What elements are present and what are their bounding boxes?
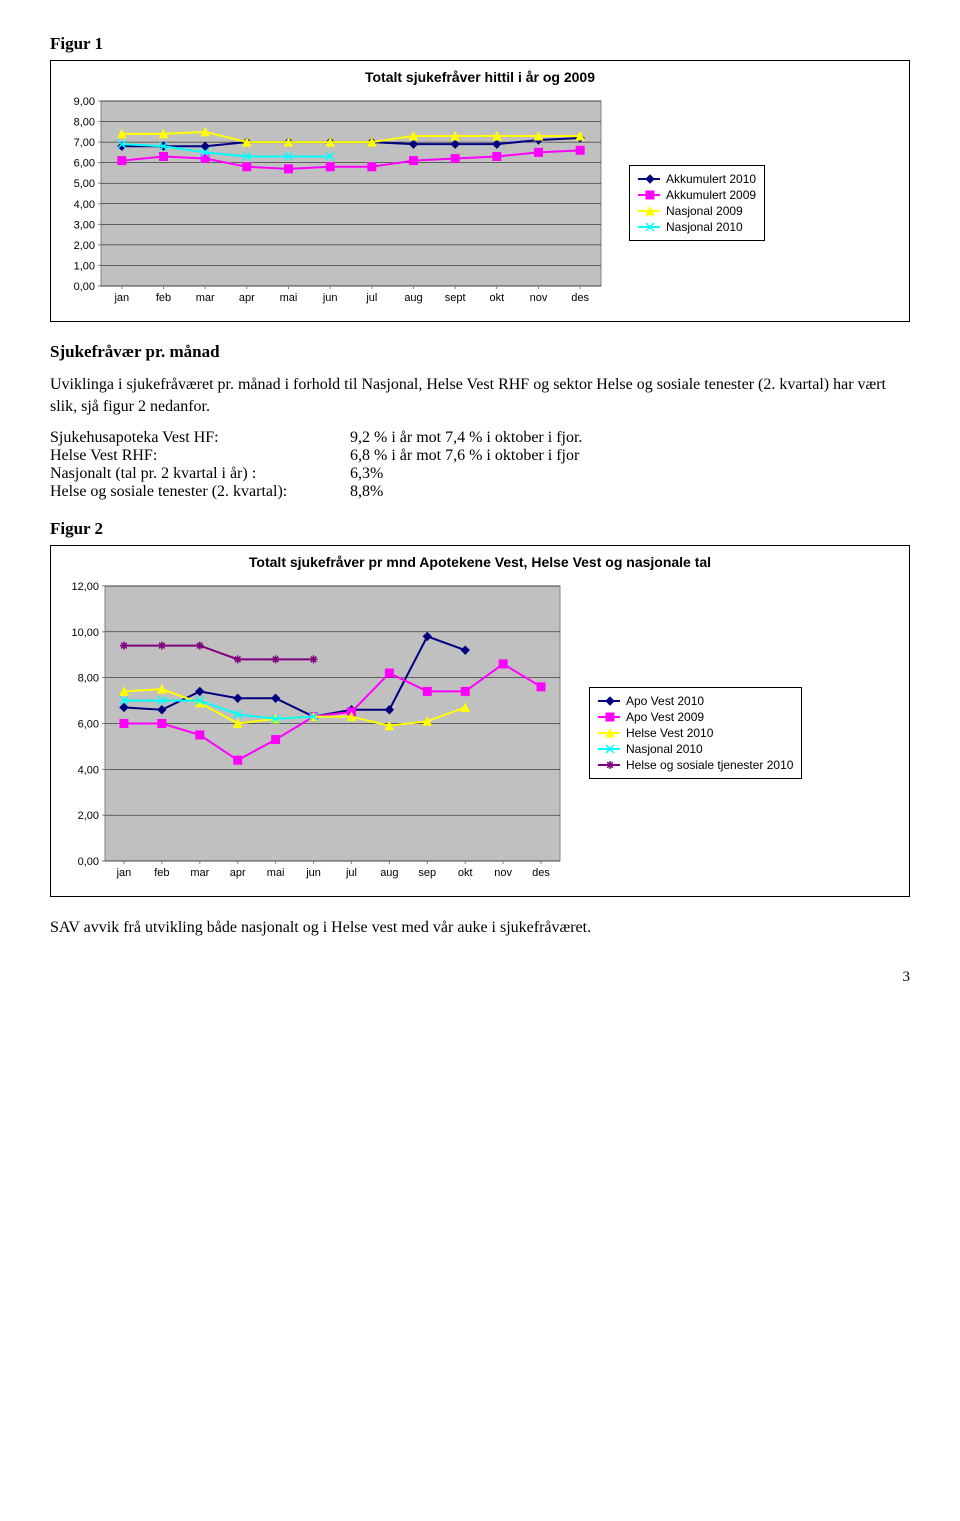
svg-text:feb: feb bbox=[154, 867, 169, 879]
legend-item: Nasjonal 2010 bbox=[638, 220, 756, 234]
stats-key: Helse og sosiale tenester (2. kvartal): bbox=[50, 483, 350, 501]
svg-text:4,00: 4,00 bbox=[74, 199, 95, 211]
legend-label: Apo Vest 2010 bbox=[626, 694, 704, 708]
svg-text:nov: nov bbox=[494, 867, 512, 879]
stats-value: 6,8 % i år mot 7,6 % i oktober i fjor bbox=[350, 447, 579, 465]
svg-text:sep: sep bbox=[418, 867, 436, 879]
svg-text:10,00: 10,00 bbox=[71, 627, 99, 639]
svg-text:mar: mar bbox=[196, 292, 215, 304]
svg-text:apr: apr bbox=[230, 867, 246, 879]
stats-row: Nasjonalt (tal pr. 2 kvartal i år) :6,3% bbox=[50, 465, 910, 483]
svg-text:mai: mai bbox=[267, 867, 285, 879]
svg-text:12,00: 12,00 bbox=[71, 581, 99, 593]
svg-text:okt: okt bbox=[458, 867, 473, 879]
footer-para: SAV avvik frå utvikling både nasjonalt o… bbox=[50, 917, 910, 939]
figure2-legend: Apo Vest 2010 Apo Vest 2009 Helse Vest 201… bbox=[589, 687, 802, 779]
svg-text:nov: nov bbox=[530, 292, 548, 304]
svg-text:3,00: 3,00 bbox=[74, 219, 95, 231]
stats-value: 8,8% bbox=[350, 483, 383, 501]
svg-text:7,00: 7,00 bbox=[74, 137, 95, 149]
svg-text:des: des bbox=[571, 292, 589, 304]
stats-key: Helse Vest RHF: bbox=[50, 447, 350, 465]
svg-text:8,00: 8,00 bbox=[78, 673, 99, 685]
legend-label: Helse Vest 2010 bbox=[626, 726, 713, 740]
svg-text:mar: mar bbox=[190, 867, 209, 879]
legend-label: Apo Vest 2009 bbox=[626, 710, 704, 724]
svg-text:9,00: 9,00 bbox=[74, 96, 95, 108]
svg-text:0,00: 0,00 bbox=[74, 281, 95, 293]
stats-row: Sjukehusapoteka Vest HF:9,2 % i år mot 7… bbox=[50, 429, 910, 447]
svg-text:sept: sept bbox=[445, 292, 466, 304]
svg-text:aug: aug bbox=[380, 867, 398, 879]
svg-text:0,00: 0,00 bbox=[78, 856, 99, 868]
page-number: 3 bbox=[50, 969, 910, 986]
legend-item: Akkumulert 2010 bbox=[638, 172, 756, 186]
legend-label: Nasjonal 2009 bbox=[666, 204, 743, 218]
figure2-chart: 0,00 2,00 4,00 6,00 8,00 10,00 12,00 jan feb mar a… bbox=[59, 578, 579, 888]
legend-item: Helse Vest 2010 bbox=[598, 726, 793, 740]
svg-text:jun: jun bbox=[322, 292, 338, 304]
stats-row: Helse Vest RHF:6,8 % i år mot 7,6 % i ok… bbox=[50, 447, 910, 465]
svg-text:jan: jan bbox=[116, 867, 132, 879]
legend-label: Helse og sosiale tjenester 2010 bbox=[626, 758, 793, 772]
stats-table: Sjukehusapoteka Vest HF:9,2 % i år mot 7… bbox=[50, 429, 910, 501]
figure1-chart: 0,00 1,00 2,00 3,00 4,00 5,00 6,00 7,00 8,00 9,00… bbox=[59, 93, 619, 313]
svg-text:2,00: 2,00 bbox=[78, 810, 99, 822]
svg-text:jul: jul bbox=[365, 292, 377, 304]
svg-text:jun: jun bbox=[305, 867, 321, 879]
stats-key: Sjukehusapoteka Vest HF: bbox=[50, 429, 350, 447]
stats-value: 9,2 % i år mot 7,4 % i oktober i fjor. bbox=[350, 429, 582, 447]
stats-key: Nasjonalt (tal pr. 2 kvartal i år) : bbox=[50, 465, 350, 483]
legend-item: Apo Vest 2009 bbox=[598, 710, 793, 724]
svg-text:2,00: 2,00 bbox=[74, 240, 95, 252]
svg-text:4,00: 4,00 bbox=[78, 765, 99, 777]
svg-text:feb: feb bbox=[156, 292, 171, 304]
figure2-box: Totalt sjukefråver pr mnd Apotekene Vest… bbox=[50, 545, 910, 897]
svg-text:des: des bbox=[532, 867, 550, 879]
figure1-legend: Akkumulert 2010 Akkumulert 2009 Nasjonal 2… bbox=[629, 165, 765, 241]
svg-text:6,00: 6,00 bbox=[78, 719, 99, 731]
svg-text:1,00: 1,00 bbox=[74, 260, 95, 272]
svg-text:jan: jan bbox=[113, 292, 129, 304]
legend-item: Apo Vest 2010 bbox=[598, 694, 793, 708]
legend-item: Akkumulert 2009 bbox=[638, 188, 756, 202]
svg-text:okt: okt bbox=[489, 292, 504, 304]
legend-label: Akkumulert 2010 bbox=[666, 172, 756, 186]
legend-label: Akkumulert 2009 bbox=[666, 188, 756, 202]
section-heading: Sjukefråvær pr. månad bbox=[50, 342, 910, 362]
figure1-box: Totalt sjukefråver hittil i år og 2009 0… bbox=[50, 60, 910, 322]
legend-item: Helse og sosiale tjenester 2010 bbox=[598, 758, 793, 772]
figure2-label: Figur 2 bbox=[50, 519, 910, 539]
section-para1: Uviklinga i sjukefråværet pr. månad i fo… bbox=[50, 374, 910, 417]
figure2-title: Totalt sjukefråver pr mnd Apotekene Vest… bbox=[59, 554, 901, 570]
stats-row: Helse og sosiale tenester (2. kvartal):8… bbox=[50, 483, 910, 501]
figure1-title: Totalt sjukefråver hittil i år og 2009 bbox=[59, 69, 901, 85]
legend-label: Nasjonal 2010 bbox=[626, 742, 703, 756]
figure1-label: Figur 1 bbox=[50, 34, 910, 54]
svg-text:apr: apr bbox=[239, 292, 255, 304]
svg-text:6,00: 6,00 bbox=[74, 158, 95, 170]
svg-text:mai: mai bbox=[280, 292, 298, 304]
legend-label: Nasjonal 2010 bbox=[666, 220, 743, 234]
legend-item: Nasjonal 2009 bbox=[638, 204, 756, 218]
svg-text:aug: aug bbox=[404, 292, 422, 304]
svg-text:jul: jul bbox=[345, 867, 357, 879]
svg-text:8,00: 8,00 bbox=[74, 117, 95, 129]
stats-value: 6,3% bbox=[350, 465, 383, 483]
legend-item: Nasjonal 2010 bbox=[598, 742, 793, 756]
svg-text:5,00: 5,00 bbox=[74, 178, 95, 190]
